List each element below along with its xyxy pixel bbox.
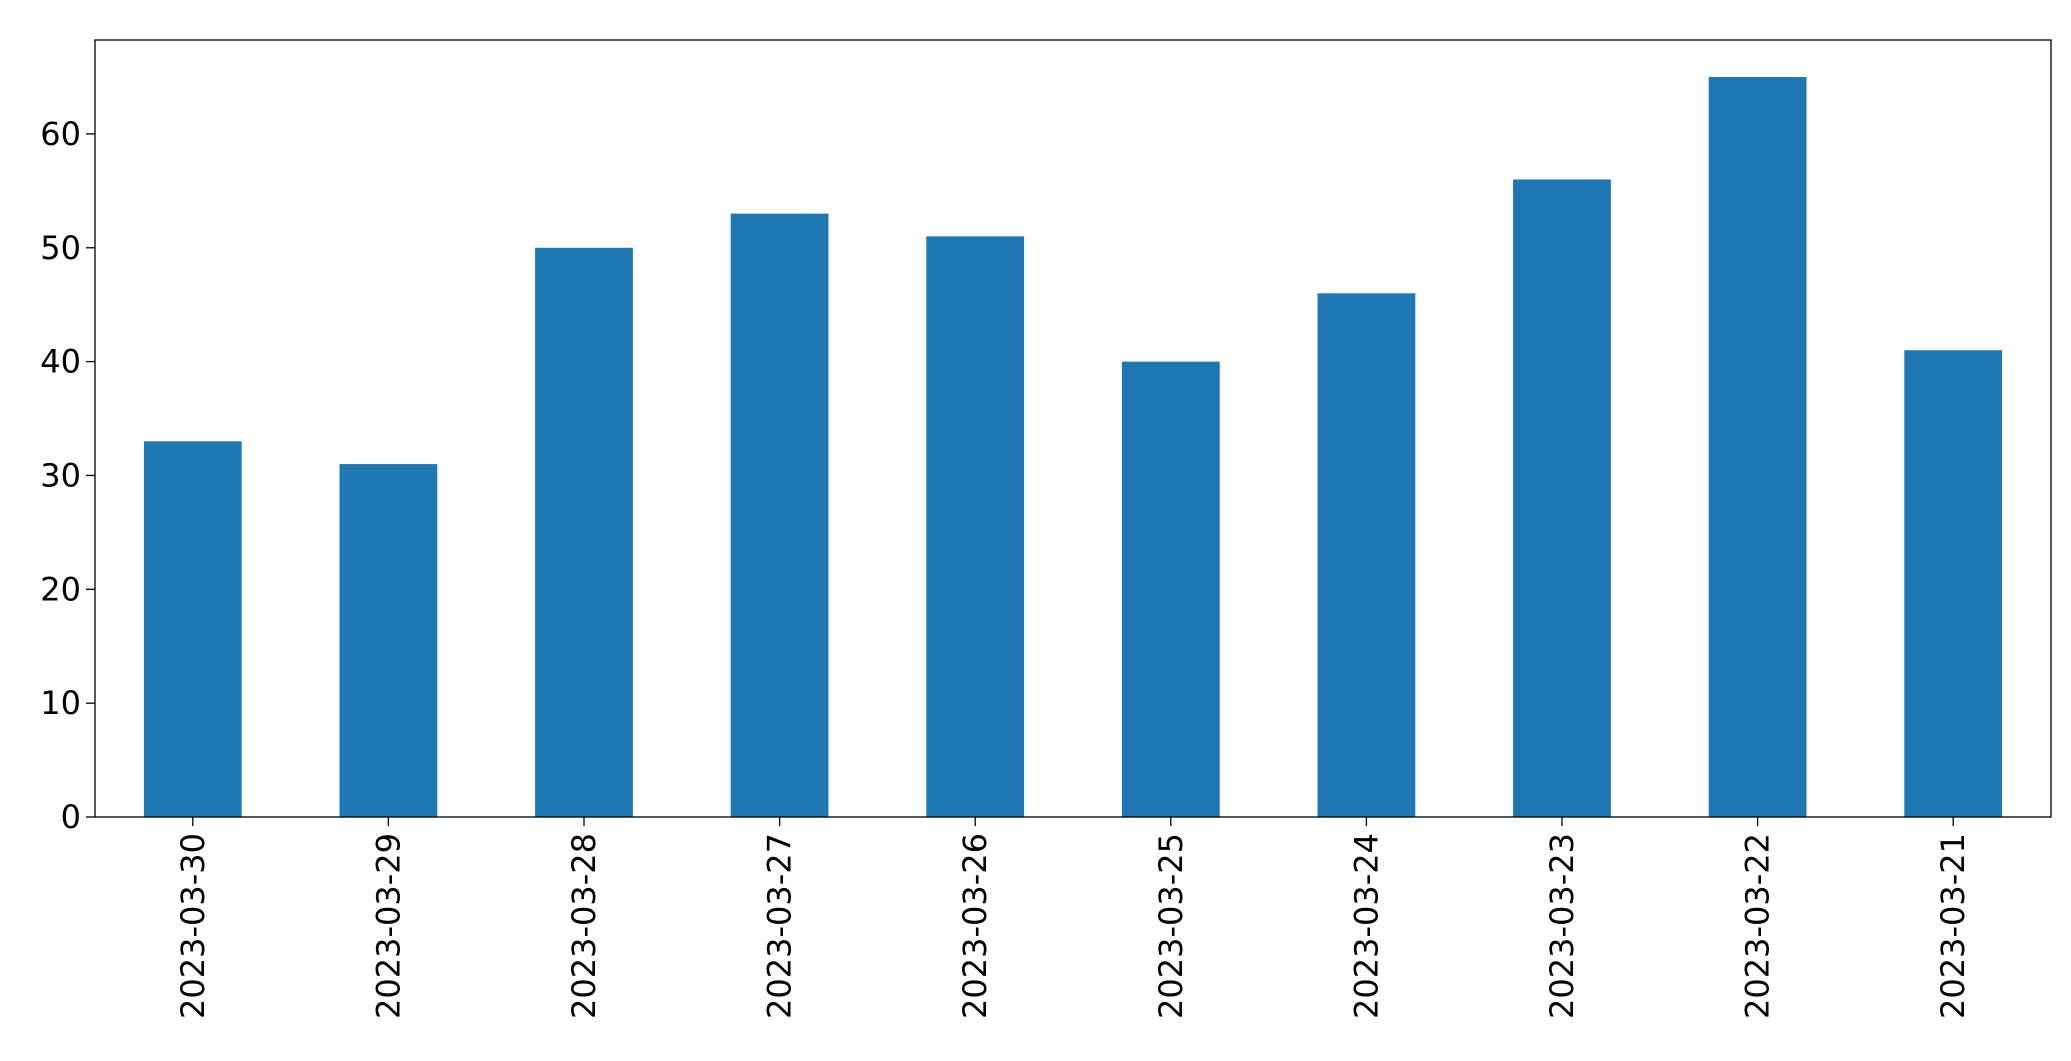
y-tick-label: 20 <box>40 570 81 608</box>
x-tick-label: 2023-03-28 <box>565 833 603 1019</box>
bar <box>1317 293 1416 817</box>
bar <box>926 236 1025 817</box>
x-tick-label: 2023-03-26 <box>956 833 994 1019</box>
bar <box>339 464 438 817</box>
plot-frame <box>94 39 2052 818</box>
bar <box>1121 361 1220 817</box>
y-tick-label: 30 <box>40 456 81 494</box>
x-tick-label: 2023-03-23 <box>1543 833 1581 1019</box>
x-tick-label: 2023-03-25 <box>1152 833 1190 1019</box>
x-tick-label: 2023-03-21 <box>1934 833 1972 1019</box>
bar <box>1513 179 1611 817</box>
x-tick-label: 2023-03-29 <box>369 833 407 1019</box>
bar <box>730 213 829 818</box>
bar <box>1708 77 1807 817</box>
x-tick-label: 2023-03-30 <box>174 833 212 1019</box>
x-tick-label: 2023-03-27 <box>761 833 799 1019</box>
y-tick-label: 0 <box>61 798 81 836</box>
bar <box>143 441 242 817</box>
y-tick-label: 50 <box>40 229 81 267</box>
x-tick-label: 2023-03-22 <box>1739 833 1777 1019</box>
y-tick-label: 60 <box>40 115 81 153</box>
y-tick-label: 10 <box>40 684 81 722</box>
x-tick-label: 2023-03-24 <box>1347 833 1385 1019</box>
y-tick-label: 40 <box>40 343 81 381</box>
bar <box>535 247 633 817</box>
bar <box>1904 350 2003 817</box>
